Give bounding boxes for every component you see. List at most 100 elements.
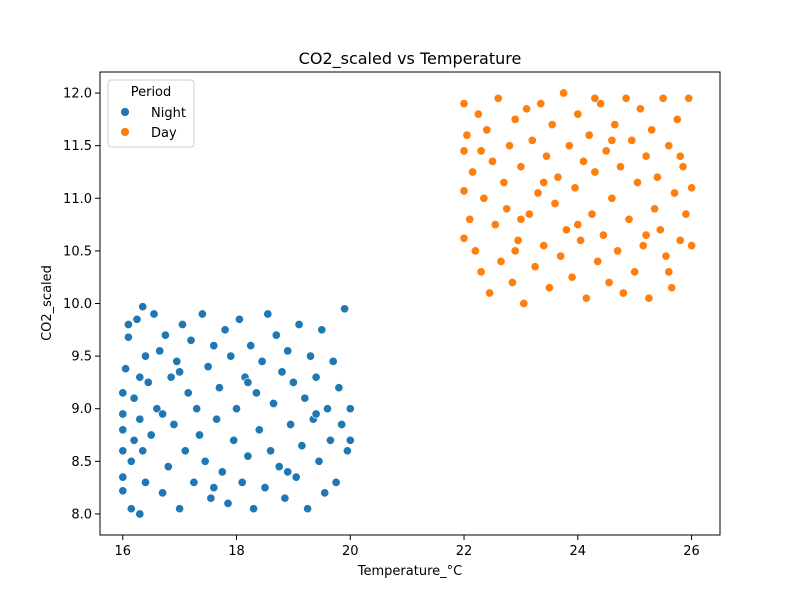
- point-day-86: [510, 246, 520, 256]
- point-night-39: [194, 430, 205, 440]
- point-night-43: [206, 493, 216, 503]
- y-tick-label-8: 8.0: [71, 507, 92, 522]
- point-day-93: [590, 93, 600, 103]
- y-axis-label: CO2_scaled: [40, 265, 55, 341]
- point-day-9: [476, 267, 486, 277]
- point-day-66: [638, 241, 648, 251]
- point-night-63: [263, 309, 273, 319]
- point-night-11: [129, 435, 139, 445]
- point-day-50: [593, 256, 603, 266]
- point-night-81: [314, 456, 324, 466]
- point-night-25: [155, 346, 165, 356]
- point-day-3: [459, 233, 469, 243]
- point-day-72: [655, 225, 665, 235]
- point-night-37: [189, 477, 199, 487]
- point-day-79: [675, 235, 685, 245]
- legend-title: Period: [131, 85, 172, 100]
- point-day-39: [561, 225, 571, 235]
- point-night-96: [209, 483, 219, 493]
- point-night-38: [192, 404, 202, 414]
- point-day-83: [687, 183, 697, 193]
- legend-label-night: Night: [151, 106, 186, 121]
- chart-title: CO2_scaled vs Temperature: [299, 49, 522, 69]
- point-day-94: [664, 267, 674, 277]
- point-day-61: [624, 214, 634, 224]
- x-axis: 16 18 20 22 24 26: [114, 535, 700, 559]
- point-night-44: [209, 341, 219, 351]
- y-tick-label-11: 11.0: [63, 192, 92, 207]
- point-night-97: [243, 377, 253, 387]
- point-night-61: [257, 356, 267, 366]
- point-night-90: [340, 304, 350, 314]
- point-day-82: [684, 93, 694, 103]
- point-night-99: [311, 409, 321, 419]
- point-night-20: [140, 477, 151, 487]
- point-day-89: [607, 135, 617, 145]
- point-night-65: [268, 398, 279, 409]
- point-night-64: [266, 446, 276, 456]
- point-day-51: [596, 99, 606, 109]
- point-night-98: [283, 467, 293, 477]
- point-night-66: [271, 330, 281, 340]
- point-day-73: [658, 93, 668, 103]
- point-night-80: [311, 372, 321, 382]
- x-tick-label-22: 22: [456, 544, 473, 559]
- y-tick-label-10.5: 10.5: [63, 244, 92, 259]
- point-night-52: [231, 404, 242, 414]
- point-day-37: [556, 251, 566, 261]
- point-day-4: [462, 130, 472, 140]
- point-day-90: [641, 230, 651, 240]
- point-day-0: [459, 99, 469, 109]
- point-night-56: [243, 451, 253, 461]
- x-tick-label-26: 26: [683, 544, 700, 559]
- point-day-28: [530, 262, 540, 272]
- point-day-42: [570, 183, 580, 193]
- point-day-88: [573, 220, 583, 230]
- point-night-27: [160, 330, 170, 340]
- point-night-73: [291, 472, 301, 482]
- point-night-32: [175, 504, 185, 514]
- point-night-4: [118, 472, 128, 482]
- point-day-57: [613, 246, 623, 256]
- point-day-70: [650, 204, 660, 214]
- point-night-53: [234, 314, 244, 324]
- point-night-41: [200, 456, 210, 466]
- point-night-60: [254, 425, 264, 435]
- point-night-33: [177, 319, 188, 330]
- point-night-0: [118, 388, 128, 398]
- point-day-27: [527, 135, 537, 145]
- point-day-13: [487, 156, 498, 166]
- point-night-21: [143, 377, 153, 387]
- point-day-12: [485, 288, 495, 298]
- point-night-47: [217, 467, 227, 477]
- point-night-78: [305, 351, 316, 361]
- legend-marker-day: [120, 127, 130, 137]
- legend: Period Night Day: [107, 79, 195, 148]
- point-night-88: [334, 383, 344, 393]
- y-axis: 8.0 8.5 9.0 9.5 10.0 10.5 11.0 11.5 12.0: [63, 87, 100, 522]
- legend-label-day: Day: [151, 126, 177, 141]
- point-night-84: [322, 404, 333, 414]
- point-day-41: [567, 272, 577, 282]
- point-day-56: [610, 120, 620, 130]
- point-day-52: [598, 230, 608, 240]
- point-night-35: [183, 388, 193, 398]
- point-day-33: [544, 283, 554, 293]
- point-night-31: [172, 356, 182, 366]
- point-day-29: [533, 188, 543, 198]
- point-day-21: [510, 114, 520, 124]
- point-day-34: [547, 120, 557, 130]
- point-night-89: [337, 419, 347, 430]
- point-day-49: [590, 167, 600, 177]
- point-night-22: [146, 430, 156, 440]
- point-day-44: [576, 235, 586, 245]
- point-night-91: [342, 446, 352, 456]
- point-day-48: [587, 209, 597, 219]
- y-tick-label-9: 9.0: [71, 402, 92, 417]
- point-night-77: [303, 504, 313, 514]
- point-day-53: [601, 146, 611, 156]
- point-day-87: [539, 177, 549, 188]
- point-night-85: [325, 435, 335, 445]
- point-night-29: [166, 372, 176, 382]
- point-day-11: [482, 125, 492, 135]
